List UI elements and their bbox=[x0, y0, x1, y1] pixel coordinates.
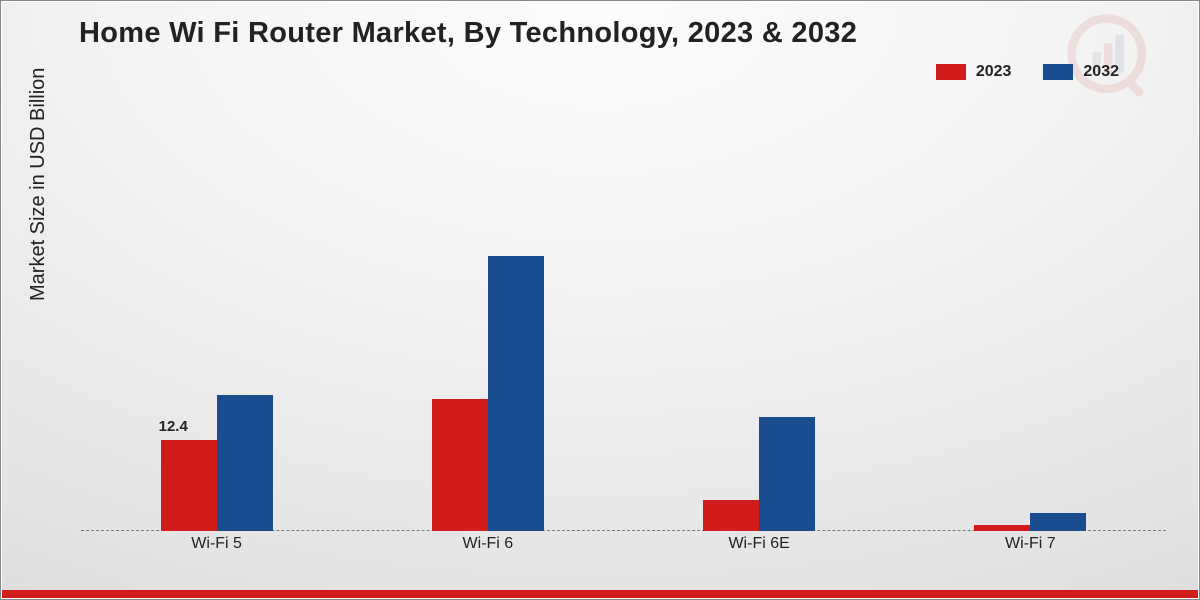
y-axis-label: Market Size in USD Billion bbox=[27, 68, 50, 301]
legend-label-2032: 2032 bbox=[1083, 63, 1119, 81]
legend-item-2032: 2032 bbox=[1043, 63, 1119, 81]
plot-area: 12.4 bbox=[81, 91, 1166, 531]
group-wifi6 bbox=[352, 91, 623, 531]
bar-groups: 12.4 bbox=[81, 91, 1166, 531]
legend-item-2023: 2023 bbox=[936, 63, 1012, 81]
legend: 2023 2032 bbox=[936, 63, 1119, 81]
bar-wifi6-2032 bbox=[488, 256, 544, 531]
legend-swatch-2023 bbox=[936, 64, 966, 80]
bar-wifi5-2023 bbox=[161, 440, 217, 531]
group-wifi6e bbox=[624, 91, 895, 531]
bar-wifi5-2032 bbox=[217, 395, 273, 531]
legend-swatch-2032 bbox=[1043, 64, 1073, 80]
first-bar-value-label: 12.4 bbox=[159, 418, 188, 435]
bar-wifi6-2023 bbox=[432, 399, 488, 531]
bar-wifi7-2032 bbox=[1030, 513, 1086, 531]
group-wifi5: 12.4 bbox=[81, 91, 352, 531]
xlabel-wifi6: Wi-Fi 6 bbox=[352, 535, 623, 553]
group-wifi7 bbox=[895, 91, 1166, 531]
bar-wifi6e-2032 bbox=[759, 417, 815, 531]
chart-title: Home Wi Fi Router Market, By Technology,… bbox=[79, 17, 857, 50]
xlabel-wifi7: Wi-Fi 7 bbox=[895, 535, 1166, 553]
bottom-strip bbox=[2, 590, 1198, 598]
x-axis-labels: Wi-Fi 5 Wi-Fi 6 Wi-Fi 6E Wi-Fi 7 bbox=[81, 535, 1166, 553]
xlabel-wifi5: Wi-Fi 5 bbox=[81, 535, 352, 553]
bar-wifi7-2023 bbox=[974, 525, 1030, 531]
legend-label-2023: 2023 bbox=[976, 63, 1012, 81]
xlabel-wifi6e: Wi-Fi 6E bbox=[624, 535, 895, 553]
bar-wifi6e-2023 bbox=[703, 500, 759, 532]
chart-frame: Home Wi Fi Router Market, By Technology,… bbox=[0, 0, 1200, 600]
